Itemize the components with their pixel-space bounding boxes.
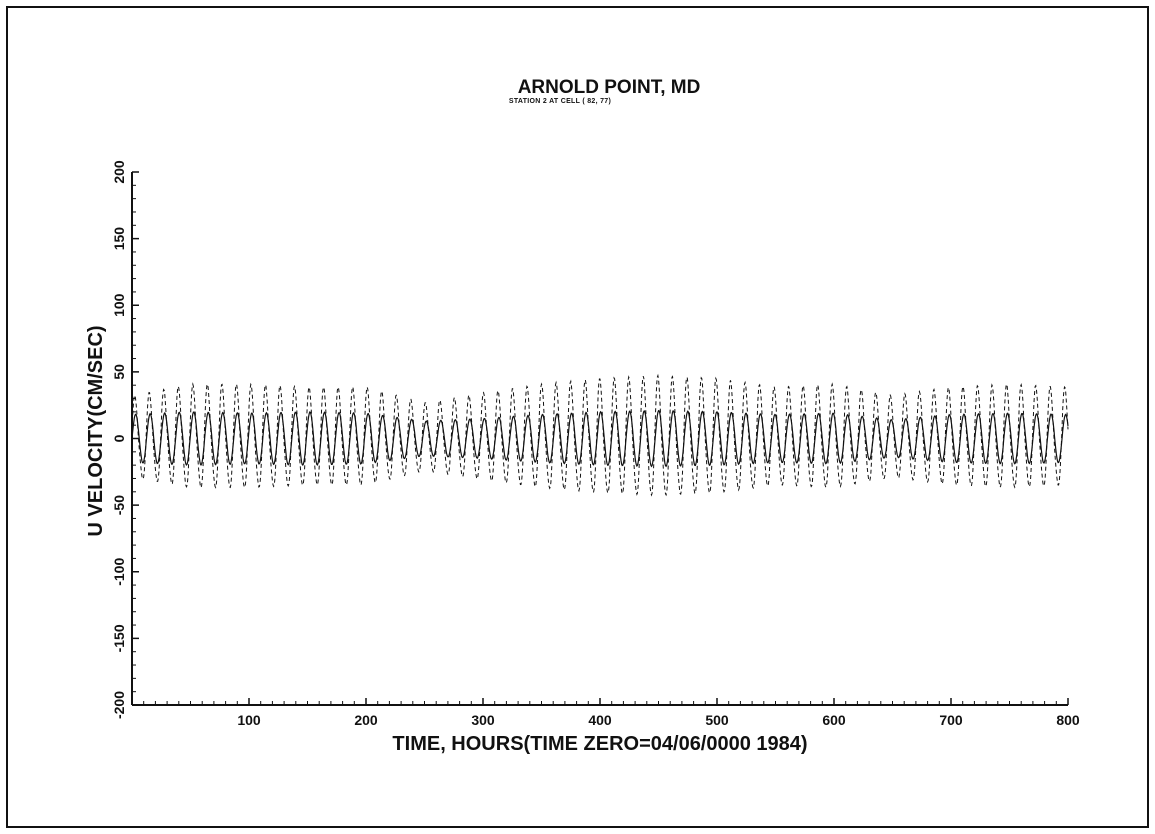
x-axis-label: TIME, HOURS(TIME ZERO=04/06/0000 1984) [392, 733, 807, 755]
y-tick-label: -150 [111, 624, 127, 652]
x-tick-label: 800 [1056, 712, 1080, 728]
x-tick-label: 300 [471, 712, 495, 728]
y-tick-label: 150 [111, 227, 127, 251]
y-tick-label: -200 [111, 691, 127, 719]
chart-frame [6, 6, 1149, 828]
y-axis-label: U VELOCITY(CM/SEC) [85, 325, 107, 536]
y-tick-label: -50 [111, 495, 127, 515]
x-tick-label: 100 [237, 712, 261, 728]
series-solid-line [131, 410, 1069, 468]
series-dashed-line [131, 373, 1069, 497]
x-tick-label: 200 [354, 712, 378, 728]
y-tick-label: 100 [111, 293, 127, 317]
y-tick-label: 0 [111, 434, 127, 442]
x-tick-label: 500 [705, 712, 729, 728]
y-tick-label: 50 [111, 364, 127, 380]
y-tick-label: 200 [111, 160, 127, 184]
x-tick-label: 700 [939, 712, 963, 728]
x-tick-label: 600 [822, 712, 846, 728]
y-tick-label: -100 [111, 558, 127, 586]
x-tick-label: 400 [588, 712, 612, 728]
chart-title: ARNOLD POINT, MD [518, 77, 701, 98]
chart-subtitle: STATION 2 AT CELL ( 82, 77) [509, 98, 611, 105]
